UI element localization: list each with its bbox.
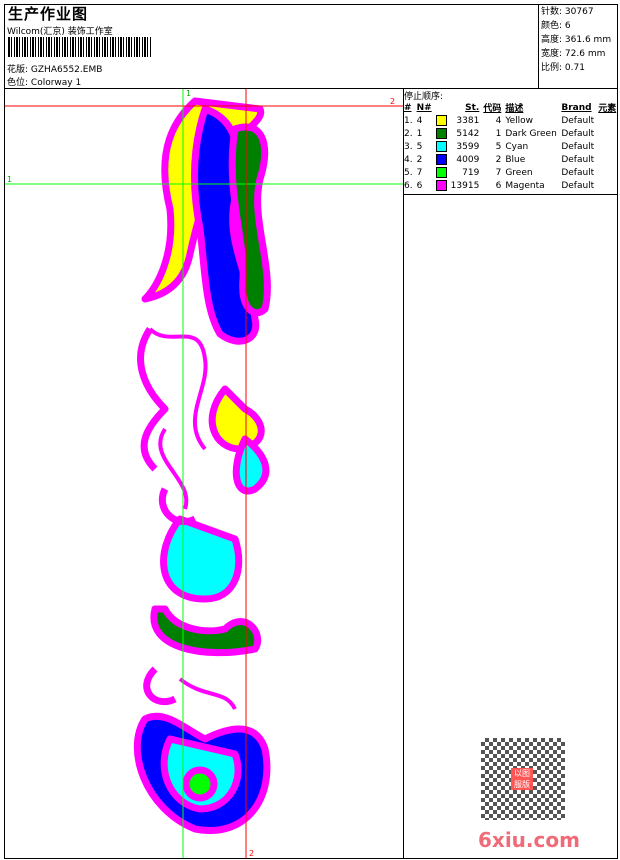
stop-sequence-row: 1. 4 3381 4 Yellow Default <box>404 115 595 126</box>
guide-label-green-h: 1 <box>7 175 12 184</box>
seal-stamp: 以图服版 <box>511 768 533 790</box>
design-file: GZHA6552.EMB <box>30 65 103 75</box>
company-name: Wilcom(汇京) 装饰工作室 <box>7 27 113 37</box>
color-swatch <box>435 141 447 152</box>
color-swatch <box>435 167 447 178</box>
guide-label-red: 2 <box>390 97 395 106</box>
stop-sequence-row: 5. 7 719 7 Green Default <box>404 167 595 178</box>
design-label: 花版: <box>7 65 29 75</box>
stop-sequence-table: # N# St. 代码 描述 Brand 元素 1. 4 3381 4 Yellow Defaul… <box>404 102 617 191</box>
stop-sequence-row: 2. 1 5142 1 Dark Green Default <box>404 128 595 139</box>
color-swatch <box>435 180 447 191</box>
embroidery-preview: 1 1 2 2 <box>5 89 403 858</box>
colorway-label: 色位: <box>7 78 29 88</box>
qr-code: 以图服版 <box>481 738 565 820</box>
barcode <box>8 37 152 57</box>
color-swatch <box>435 115 447 126</box>
color-swatch <box>435 128 447 139</box>
stop-sequence-row: 6. 6 13915 6 Magenta Default <box>404 180 595 191</box>
watermark-logo: 6xiu.com <box>478 828 580 852</box>
stop-sequence-title: 停止顺序: <box>404 92 444 102</box>
info-stitches: 针数: 30767 <box>541 7 594 17</box>
color-swatch <box>435 154 447 165</box>
colorway-value: Colorway 1 <box>30 78 82 88</box>
info-height: 高度: 361.6 mm <box>541 35 612 45</box>
page-title: 生产作业图 <box>8 5 89 23</box>
info-width: 宽度: 72.6 mm <box>541 49 606 59</box>
info-list: 针数: 30767 颜色: 6 高度: 361.6 mm 宽度: 72.6 mm… <box>541 5 611 75</box>
info-colors: 颜色: 6 <box>541 21 571 31</box>
info-scale: 比例: 0.71 <box>541 63 585 73</box>
guide-label-red-v: 2 <box>249 849 254 858</box>
stop-sequence-row: 4. 2 4009 2 Blue Default <box>404 154 595 165</box>
guide-label-green: 1 <box>186 89 191 98</box>
stop-sequence-row: 3. 5 3599 5 Cyan Default <box>404 141 595 152</box>
stop-sequence-box <box>403 88 618 195</box>
